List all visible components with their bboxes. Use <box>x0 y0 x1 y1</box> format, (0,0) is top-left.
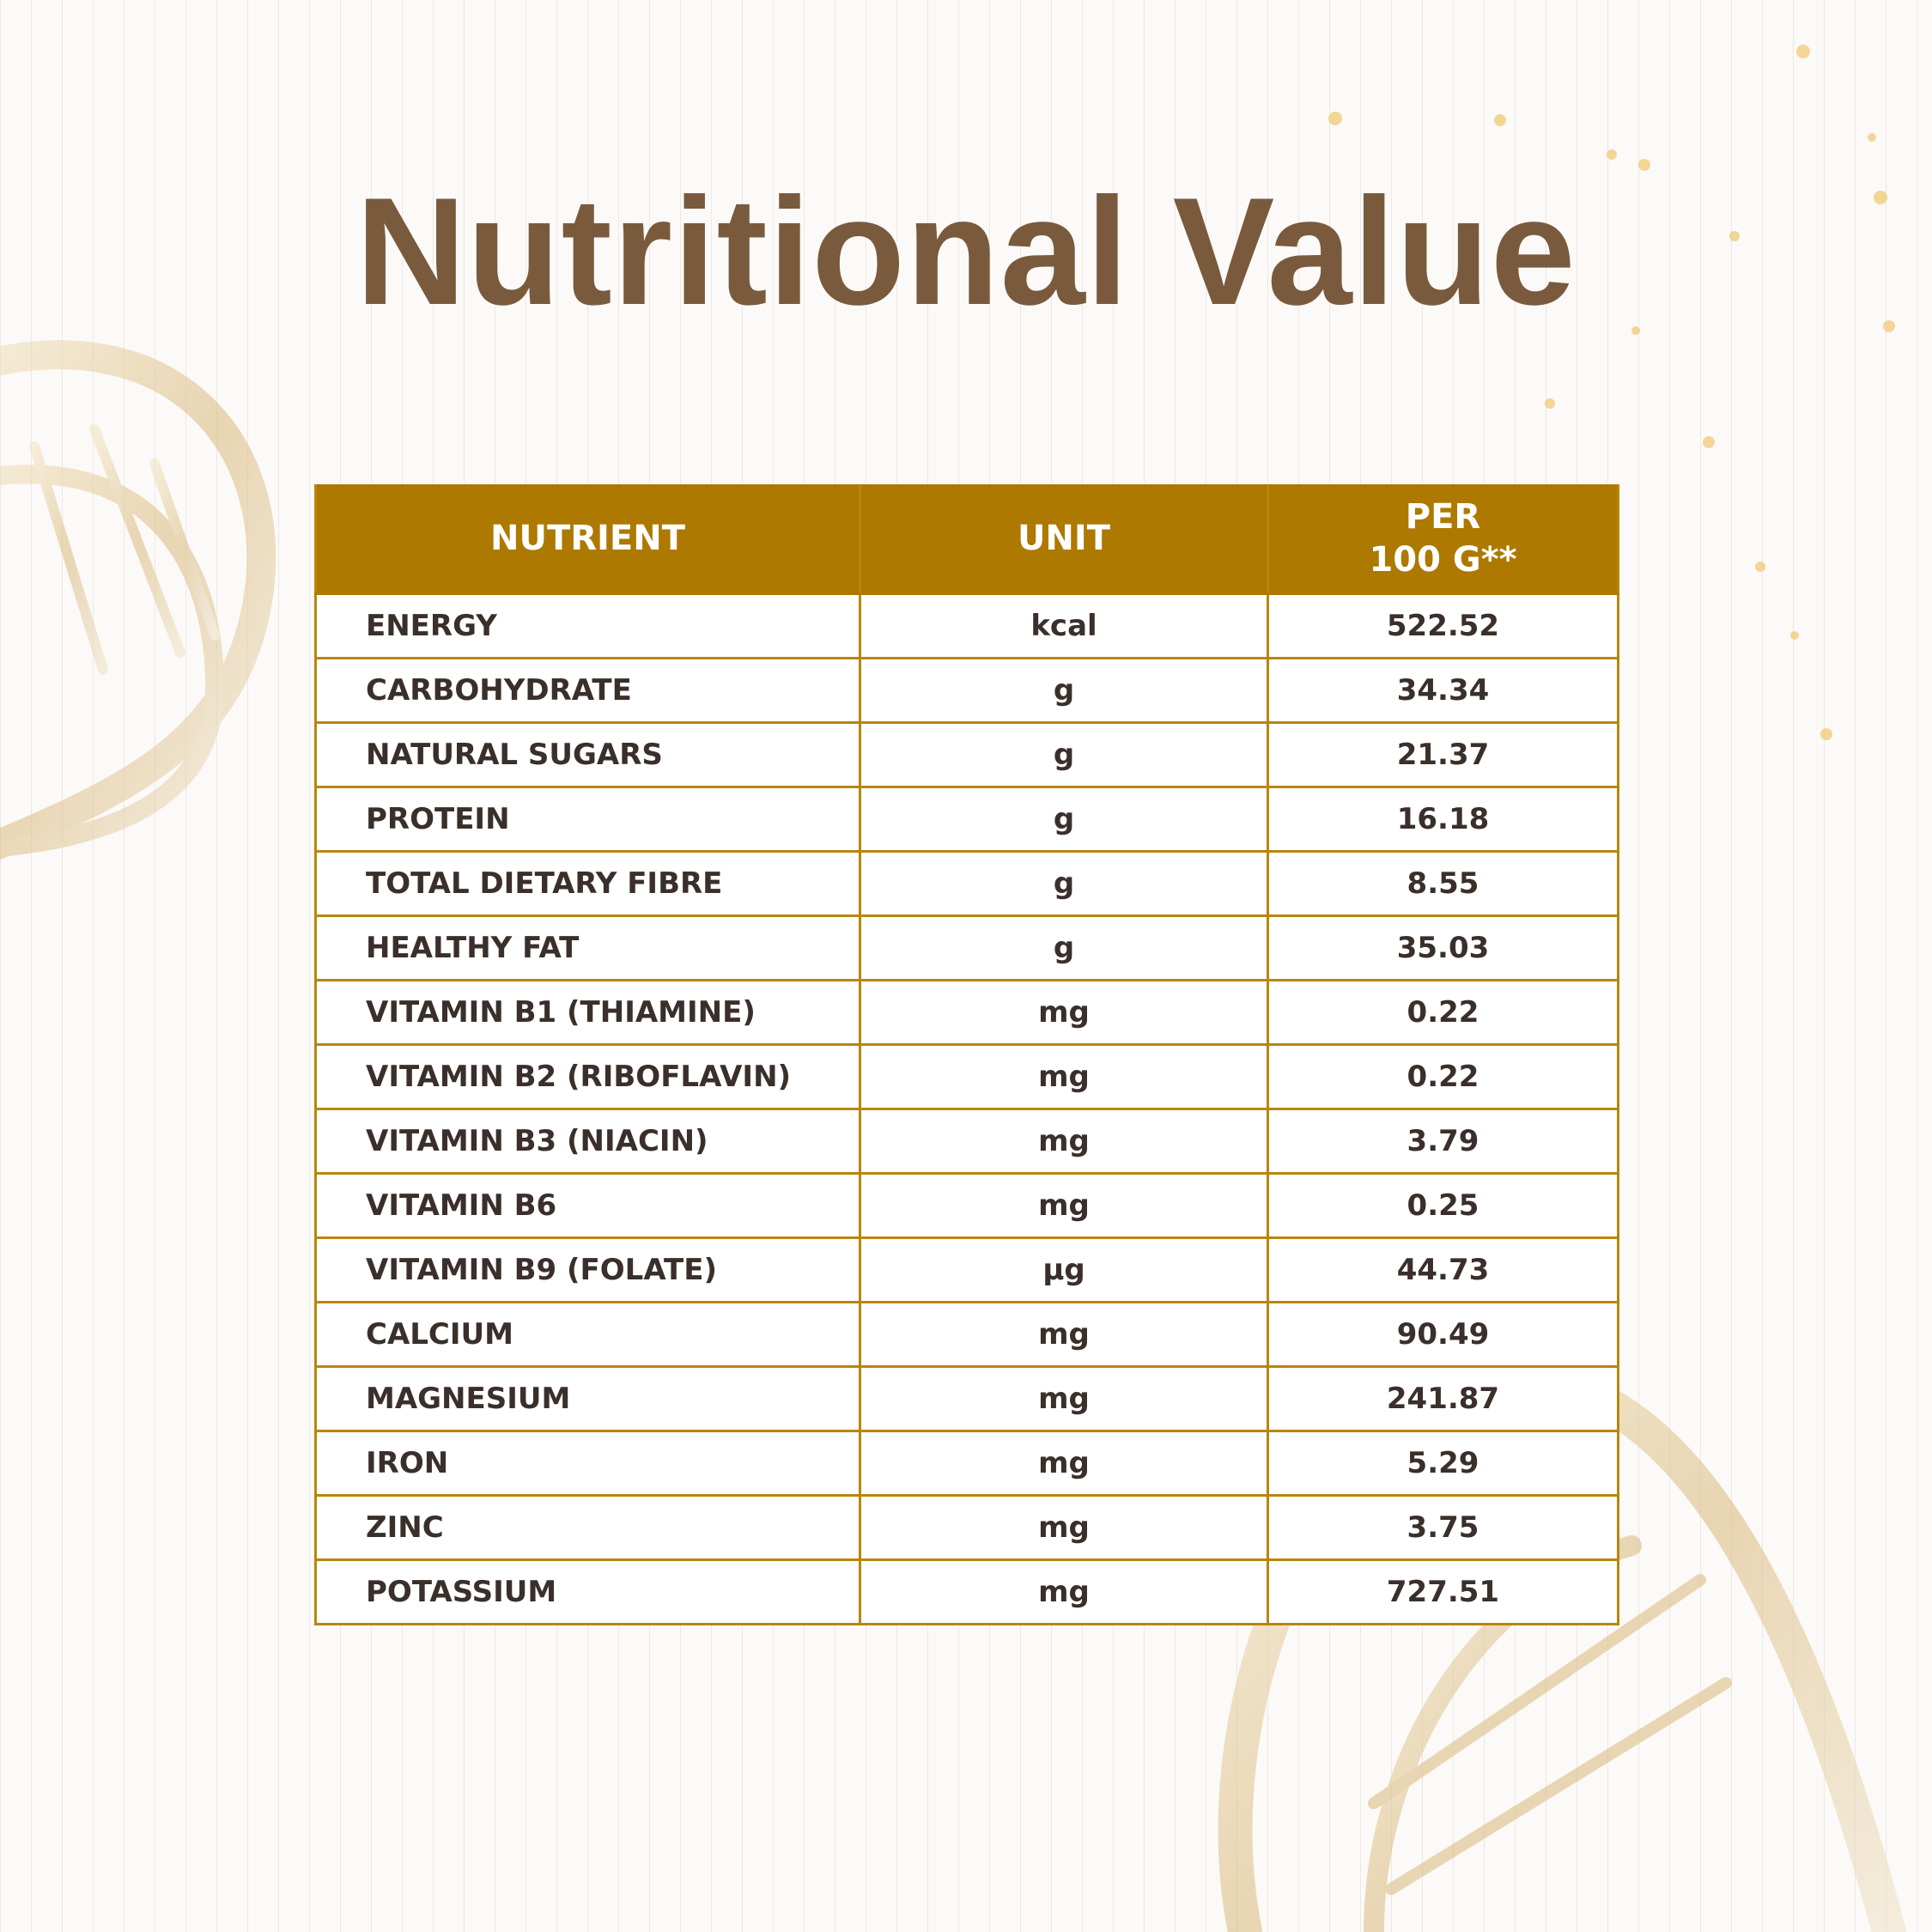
unit: g <box>859 850 1269 917</box>
unit: mg <box>859 1558 1269 1625</box>
nutrient-name: VITAMIN B9 (FOLATE) <box>314 1236 861 1303</box>
column-header: UNIT <box>859 484 1269 595</box>
unit: g <box>859 786 1269 853</box>
unit: mg <box>859 979 1269 1046</box>
nutrient-name: VITAMIN B1 (THIAMINE) <box>314 979 861 1046</box>
column-header: PER 100 G** <box>1267 484 1619 595</box>
amount: 21.37 <box>1267 721 1619 788</box>
nutrient-name: HEALTHY FAT <box>314 914 861 981</box>
amount: 0.22 <box>1267 979 1619 1046</box>
unit: mg <box>859 1430 1269 1497</box>
header-row: NUTRIENT UNIT PER 100 G** <box>314 484 1619 595</box>
table-row: HEALTHY FAT g 35.03 <box>314 914 1619 981</box>
unit: mg <box>859 1301 1269 1368</box>
table-row: MAGNESIUM mg 241.87 <box>314 1365 1619 1432</box>
nutrient-name: IRON <box>314 1430 861 1497</box>
table-row: TOTAL DIETARY FIBRE g 8.55 <box>314 850 1619 917</box>
column-header: NUTRIENT <box>314 484 861 595</box>
amount: 0.22 <box>1267 1043 1619 1110</box>
table-row: ENERGY kcal 522.52 <box>314 592 1619 659</box>
amount: 5.29 <box>1267 1430 1619 1497</box>
nutrient-name: ENERGY <box>314 592 861 659</box>
amount: 522.52 <box>1267 592 1619 659</box>
amount: 3.79 <box>1267 1108 1619 1175</box>
amount: 16.18 <box>1267 786 1619 853</box>
nutrient-name: VITAMIN B2 (RIBOFLAVIN) <box>314 1043 861 1110</box>
unit: g <box>859 657 1269 724</box>
table-row: ZINC mg 3.75 <box>314 1494 1619 1561</box>
nutrient-name: PROTEIN <box>314 786 861 853</box>
table-row: CARBOHYDRATE g 34.34 <box>314 657 1619 724</box>
amount: 0.25 <box>1267 1172 1619 1239</box>
nutrient-name: TOTAL DIETARY FIBRE <box>314 850 861 917</box>
nutrient-name: NATURAL SUGARS <box>314 721 861 788</box>
nutrition-table: NUTRIENT UNIT PER 100 G** ENERGY kcal 522.52… <box>314 484 1619 1625</box>
nutrient-name: CALCIUM <box>314 1301 861 1368</box>
table-row: VITAMIN B1 (THIAMINE) mg 0.22 <box>314 979 1619 1046</box>
unit: mg <box>859 1494 1269 1561</box>
nutrient-name: CARBOHYDRATE <box>314 657 861 724</box>
table-row: CALCIUM mg 90.49 <box>314 1301 1619 1368</box>
unit: µg <box>859 1236 1269 1303</box>
nutrient-name: VITAMIN B3 (NIACIN) <box>314 1108 861 1175</box>
unit: mg <box>859 1043 1269 1110</box>
unit: mg <box>859 1172 1269 1239</box>
table-row: POTASSIUM mg 727.51 <box>314 1558 1619 1625</box>
amount: 90.49 <box>1267 1301 1619 1368</box>
amount: 241.87 <box>1267 1365 1619 1432</box>
table-row: VITAMIN B3 (NIACIN) mg 3.79 <box>314 1108 1619 1175</box>
unit: mg <box>859 1365 1269 1432</box>
unit: kcal <box>859 592 1269 659</box>
table-row: NATURAL SUGARS g 21.37 <box>314 721 1619 788</box>
amount: 34.34 <box>1267 657 1619 724</box>
amount: 44.73 <box>1267 1236 1619 1303</box>
amount: 3.75 <box>1267 1494 1619 1561</box>
amount: 727.51 <box>1267 1558 1619 1625</box>
unit: g <box>859 721 1269 788</box>
unit: g <box>859 914 1269 981</box>
unit: mg <box>859 1108 1269 1175</box>
nutrient-name: VITAMIN B6 <box>314 1172 861 1239</box>
table-row: PROTEIN g 16.18 <box>314 786 1619 853</box>
nutrient-name: ZINC <box>314 1494 861 1561</box>
title: Nutritional Value <box>355 166 1577 337</box>
table-row: IRON mg 5.29 <box>314 1430 1619 1497</box>
nutrient-name: POTASSIUM <box>314 1558 861 1625</box>
amount: 8.55 <box>1267 850 1619 917</box>
table-row: VITAMIN B9 (FOLATE) µg 44.73 <box>314 1236 1619 1303</box>
amount: 35.03 <box>1267 914 1619 981</box>
table-body: ENERGY kcal 522.52 CARBOHYDRATE g 34.34 NATURA… <box>314 592 1619 1625</box>
nutrient-name: MAGNESIUM <box>314 1365 861 1432</box>
table-row: VITAMIN B2 (RIBOFLAVIN) mg 0.22 <box>314 1043 1619 1110</box>
table-row: VITAMIN B6 mg 0.25 <box>314 1172 1619 1239</box>
